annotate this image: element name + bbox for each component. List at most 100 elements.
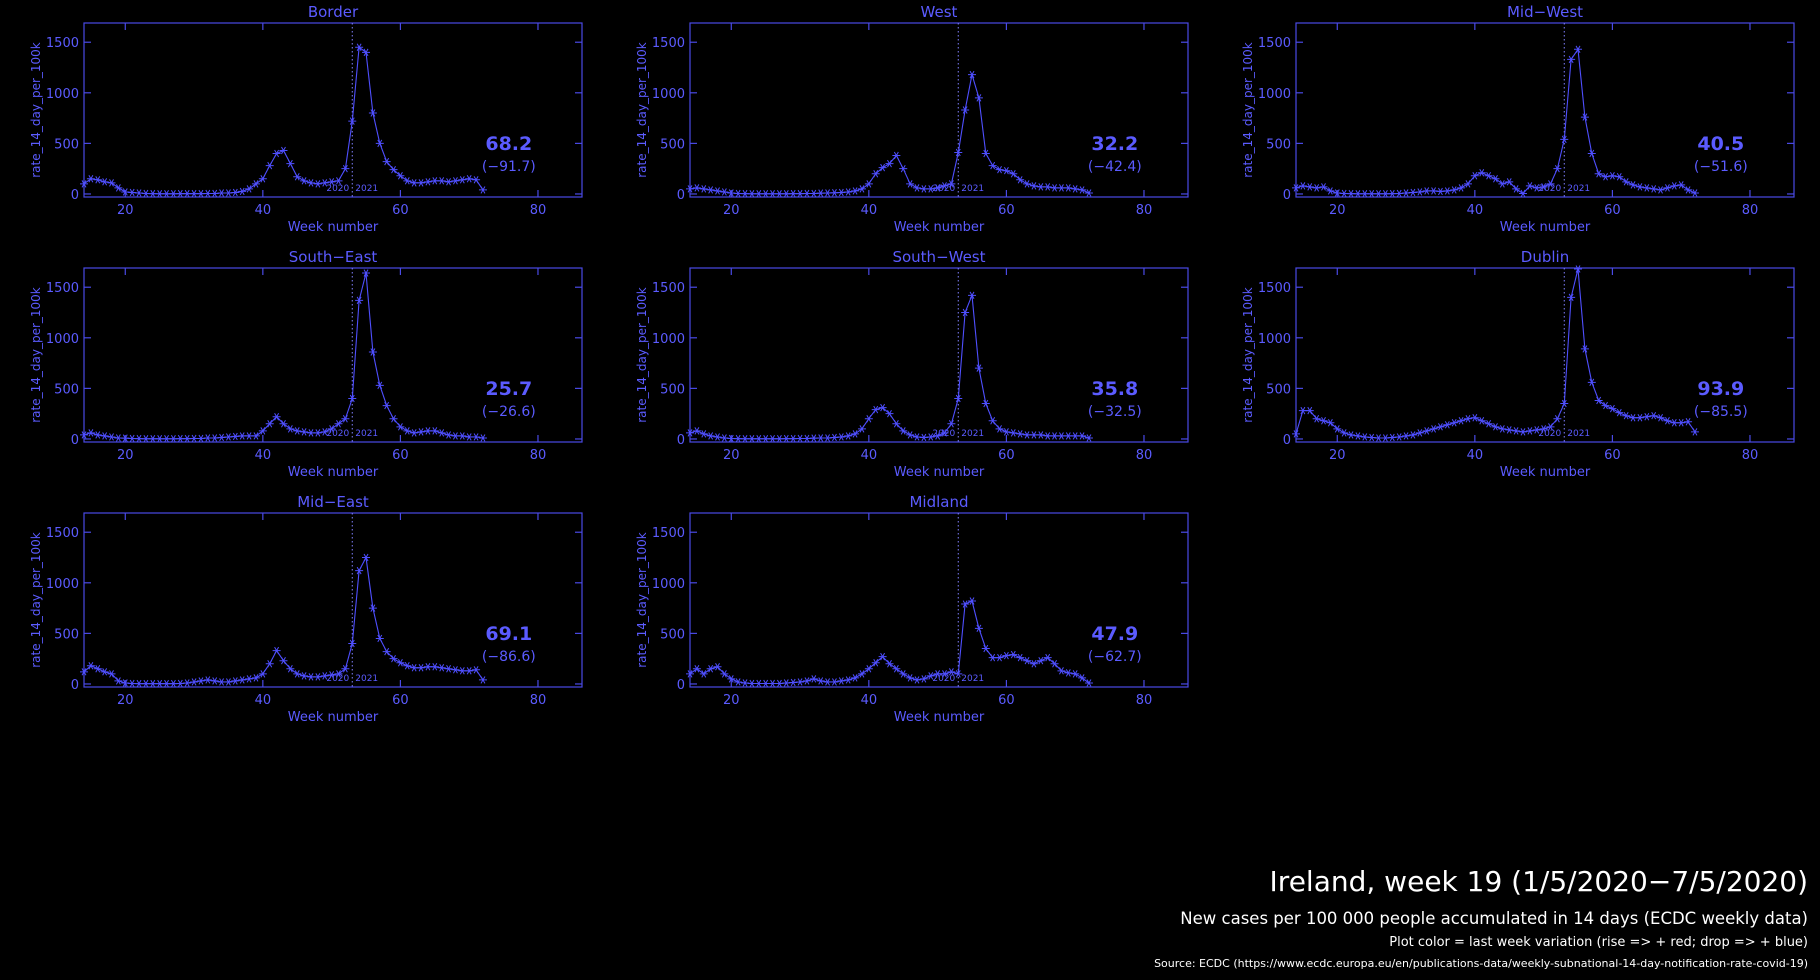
data-point — [1670, 182, 1679, 190]
data-point — [1292, 430, 1300, 438]
data-point — [809, 434, 818, 442]
data-point — [293, 173, 302, 181]
data-line — [1295, 268, 1696, 439]
data-point — [734, 189, 743, 198]
data-point — [128, 679, 137, 688]
data-point — [313, 180, 322, 188]
data-point — [458, 432, 467, 440]
data-point — [1292, 184, 1300, 192]
data-point — [362, 553, 371, 562]
data-point — [375, 381, 384, 390]
data-point — [128, 434, 137, 443]
data-point — [148, 189, 157, 198]
data-point — [251, 674, 260, 682]
data-point — [837, 433, 846, 441]
data-point — [906, 674, 915, 682]
year-label: 2020 — [326, 184, 349, 194]
data-point — [141, 679, 150, 688]
data-point — [940, 670, 949, 678]
data-point — [114, 434, 123, 442]
data-point — [1470, 172, 1479, 180]
y-tick-label: 500 — [660, 627, 685, 642]
data-point — [1450, 419, 1459, 427]
data-point — [1029, 182, 1038, 190]
data-point — [789, 678, 798, 687]
data-point — [802, 677, 811, 685]
data-point — [933, 184, 942, 192]
data-point — [176, 189, 185, 198]
data-point — [300, 177, 309, 185]
panel-title: South−West — [892, 248, 985, 266]
current-value: 47.9 — [1091, 623, 1138, 645]
x-tick-label: 80 — [1742, 448, 1759, 463]
data-point — [686, 429, 694, 437]
y-tick-label: 1000 — [1258, 332, 1291, 347]
data-point — [1319, 183, 1328, 191]
data-point — [912, 676, 921, 684]
data-point — [451, 432, 460, 440]
data-point — [1443, 187, 1452, 195]
x-tick-label: 20 — [1329, 203, 1346, 218]
weekly-change: (−26.6) — [482, 404, 536, 420]
data-point — [1050, 184, 1059, 192]
data-line — [1295, 47, 1696, 195]
data-point — [1298, 406, 1307, 415]
data-point — [93, 431, 102, 439]
data-point — [1518, 189, 1527, 198]
data-point — [1690, 189, 1699, 197]
data-point — [430, 427, 439, 435]
year-label: 2021 — [355, 429, 378, 439]
data-point — [135, 434, 144, 443]
data-point — [1305, 406, 1314, 415]
data-point — [1084, 189, 1093, 197]
current-value: 32.2 — [1091, 133, 1138, 155]
x-axis-label: Week number — [1500, 220, 1591, 235]
data-point — [162, 679, 171, 688]
y-axis-label: rate_14_day_per_100k — [1241, 42, 1255, 178]
data-point — [1649, 185, 1658, 193]
data-point — [782, 190, 791, 198]
data-point — [823, 678, 832, 686]
data-point — [768, 679, 777, 688]
data-point — [251, 432, 260, 440]
data-point — [789, 189, 798, 198]
data-point — [933, 670, 942, 678]
data-point — [747, 435, 756, 443]
y-tick-label: 1000 — [652, 577, 685, 592]
data-point — [892, 665, 901, 673]
data-point — [1388, 189, 1397, 198]
data-point — [444, 665, 453, 673]
y-tick-label: 1500 — [46, 36, 79, 51]
data-point — [155, 190, 164, 198]
data-point — [183, 189, 192, 198]
data-point — [1071, 185, 1080, 193]
data-point — [837, 677, 846, 685]
data-point — [1326, 419, 1335, 427]
y-tick-label: 1500 — [46, 526, 79, 541]
x-tick-label: 20 — [117, 448, 134, 463]
data-point — [403, 427, 412, 435]
data-point — [451, 177, 460, 185]
data-point — [141, 189, 150, 198]
data-point — [1539, 183, 1548, 191]
panel-title: West — [921, 3, 958, 21]
data-point — [747, 679, 756, 688]
data-line — [689, 295, 1090, 440]
data-point — [341, 415, 350, 423]
data-point — [306, 429, 315, 437]
data-point — [720, 670, 729, 678]
data-point — [1684, 418, 1693, 426]
data-point — [919, 185, 928, 193]
data-point — [1642, 412, 1651, 421]
weekly-change: (−91.7) — [482, 159, 536, 175]
figure-title: Ireland, week 19 (1/5/2020−7/5/2020) — [1270, 865, 1808, 898]
data-point — [1388, 433, 1397, 442]
y-axis-label: rate_14_day_per_100k — [29, 287, 43, 423]
data-point — [465, 175, 474, 183]
data-point — [423, 178, 432, 186]
data-point — [1374, 190, 1383, 198]
y-tick-label: 500 — [54, 137, 79, 152]
data-point — [761, 679, 770, 688]
data-point — [478, 434, 487, 442]
